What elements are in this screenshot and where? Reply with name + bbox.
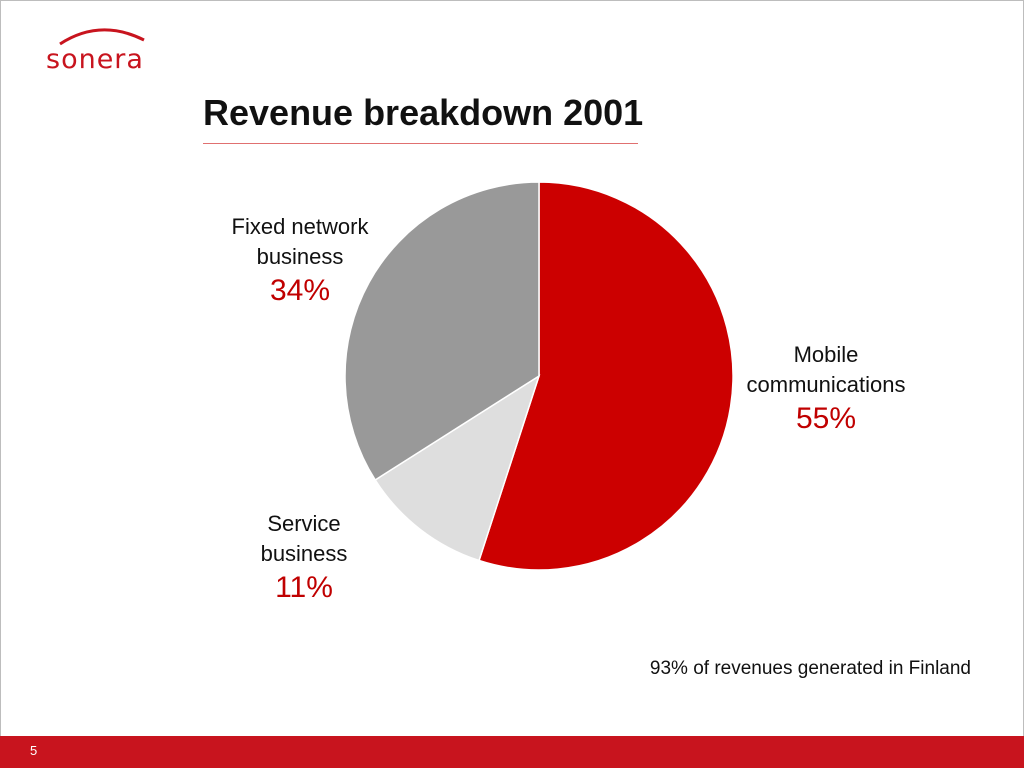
label-fixed-network: Fixed network business 34% — [200, 212, 400, 310]
label-mobile-line1: Mobile — [793, 342, 859, 367]
label-service-line2: business — [260, 541, 348, 566]
label-service-percent: 11% — [275, 571, 333, 604]
slide-title: Revenue breakdown 2001 — [203, 92, 644, 133]
label-mobile-percent: 55% — [795, 402, 857, 435]
label-mobile: Mobile communications 55% — [726, 340, 926, 438]
pie-slice-service — [374, 374, 541, 562]
sonera-logo-swoosh — [59, 28, 145, 46]
label-fixed-percent: 34% — [269, 274, 331, 307]
sonera-logo: sonera — [46, 44, 144, 75]
footer-bar: 5 — [0, 736, 1024, 768]
label-mobile-line2: communications — [746, 372, 906, 397]
label-service: Service business 11% — [204, 509, 404, 607]
label-fixed-line2: business — [256, 244, 344, 269]
footnote: 93% of revenues generated in Finland — [649, 658, 971, 679]
label-service-line1: Service — [267, 511, 341, 536]
pie-slice-mobile — [478, 181, 734, 571]
title-underline — [203, 143, 638, 144]
page-number: 5 — [30, 743, 38, 758]
pie-slice-fixed — [344, 181, 540, 481]
label-fixed-line1: Fixed network — [231, 214, 369, 239]
